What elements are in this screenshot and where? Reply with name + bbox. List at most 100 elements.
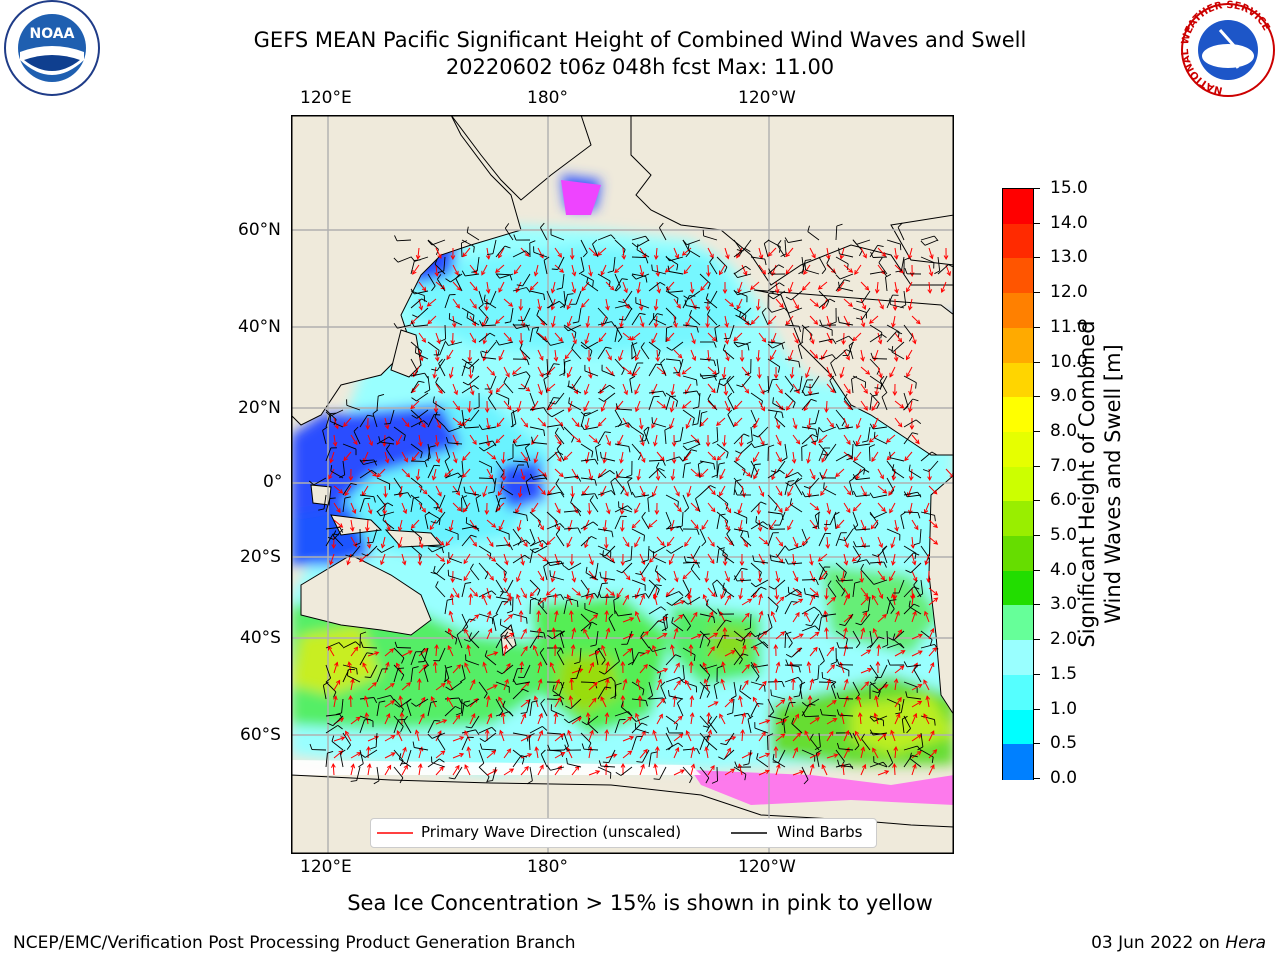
- wind-barb: [585, 409, 599, 417]
- wave-arrow-head: [440, 750, 446, 755]
- wave-arrow-head: [670, 390, 675, 396]
- wave-direction-arrow: [790, 662, 794, 674]
- wave-arrow-head: [775, 577, 781, 583]
- wave-arrow-head: [516, 526, 522, 532]
- wave-arrow-head: [862, 611, 868, 617]
- wind-barb: [699, 485, 711, 496]
- wave-arrow-head: [638, 424, 644, 430]
- wave-direction-arrow: [826, 718, 837, 725]
- wind-barb: [703, 664, 718, 670]
- wind-barb: [359, 719, 365, 734]
- wind-barb: [610, 481, 616, 496]
- wind-barb: [814, 409, 820, 424]
- wind-barb-flag: [609, 470, 615, 475]
- wind-barb-flag: [779, 469, 785, 475]
- wind-barb: [656, 467, 667, 479]
- wind-barb: [705, 298, 718, 309]
- wind-barb-flag: [478, 424, 483, 430]
- wave-arrow-head: [490, 371, 496, 376]
- wind-barb-flag: [564, 359, 571, 363]
- wave-arrow-head: [864, 285, 870, 291]
- wind-barb-flag: [781, 681, 785, 688]
- lon-label-top-180: 180°: [527, 88, 568, 108]
- wind-barb-flag: [620, 701, 624, 708]
- wind-barb-flag: [815, 579, 819, 586]
- wind-barb-flag: [846, 263, 849, 270]
- wind-barb: [372, 528, 378, 543]
- wave-arrow-head: [637, 694, 643, 700]
- wind-barb-flag: [615, 772, 622, 776]
- wave-arrow-head: [686, 492, 692, 498]
- wave-direction-arrow: [452, 664, 461, 674]
- wave-arrow-head: [689, 712, 695, 718]
- wave-direction-arrow: [639, 264, 644, 276]
- wave-arrow-head: [551, 322, 556, 328]
- wave-arrow-head: [789, 374, 795, 379]
- wave-direction-arrow: [843, 628, 847, 640]
- wave-direction-arrow: [513, 264, 522, 275]
- wind-barb: [852, 681, 860, 695]
- wave-direction-arrow: [469, 383, 474, 395]
- wave-arrow-head: [421, 423, 426, 429]
- wind-barb-flag: [599, 553, 606, 557]
- wave-arrow-head: [498, 287, 503, 293]
- wave-arrow-head: [811, 474, 816, 480]
- wave-arrow-head: [520, 560, 525, 566]
- wave-arrow-head: [453, 458, 458, 464]
- wave-arrow-head: [455, 714, 461, 720]
- wind-barb: [620, 766, 633, 776]
- colorbar-tick-mark: [1034, 673, 1040, 675]
- wave-direction-arrow: [571, 645, 574, 657]
- wave-direction-arrow: [741, 633, 752, 640]
- wave-arrow-head: [893, 678, 899, 684]
- wave-direction-arrow: [483, 349, 488, 361]
- wave-direction-arrow: [690, 281, 693, 293]
- wind-barb: [891, 351, 905, 360]
- wave-arrow-head: [676, 304, 681, 309]
- wave-direction-arrow: [826, 646, 834, 657]
- wind-barb-flag: [537, 521, 541, 528]
- wave-arrow-head: [745, 612, 750, 618]
- wind-barb-flag: [836, 709, 840, 716]
- colorbar-tick-label: 15.0: [1050, 178, 1088, 198]
- wind-barb-flag: [819, 472, 823, 479]
- wind-barb-flag: [803, 326, 810, 329]
- wave-direction-arrow: [537, 485, 546, 495]
- wave-arrow-head: [553, 592, 558, 598]
- wave-arrow-head: [716, 455, 722, 461]
- wind-barb: [716, 635, 724, 649]
- wind-barb: [811, 375, 820, 389]
- wind-barb-flag: [414, 346, 417, 353]
- wave-arrow-head: [420, 713, 425, 719]
- wind-barb: [325, 413, 331, 428]
- wave-arrow-head: [927, 476, 932, 482]
- wind-barb-flag: [645, 276, 648, 283]
- colorbar-segment: [1003, 327, 1033, 364]
- wave-arrow-head: [484, 408, 490, 414]
- colorbar-tick-label: 10.0: [1050, 351, 1088, 372]
- wave-arrow-head: [785, 269, 791, 275]
- wind-barb-flag: [881, 392, 887, 398]
- wind-barb-flag: [557, 451, 564, 455]
- wind-barb-flag: [594, 458, 599, 465]
- wind-barb: [801, 328, 804, 343]
- wave-direction-arrow: [911, 663, 918, 674]
- wave-direction-arrow: [809, 752, 821, 759]
- wave-direction-arrow: [452, 400, 460, 411]
- wind-barb: [454, 766, 463, 780]
- wave-direction-arrow: [682, 366, 692, 375]
- wave-arrow-head: [711, 455, 717, 461]
- wind-barb-flag: [387, 502, 394, 507]
- wave-arrow-head: [791, 561, 797, 566]
- wind-barb: [449, 318, 463, 326]
- wind-barb: [631, 235, 646, 241]
- wave-arrow-head: [363, 695, 369, 701]
- wave-arrow-head: [817, 285, 823, 290]
- wind-barb-flag: [537, 635, 544, 638]
- wave-arrow-head: [405, 422, 410, 428]
- wave-direction-arrow: [350, 716, 361, 725]
- wave-direction-arrow: [670, 519, 675, 531]
- wind-barb: [818, 338, 833, 343]
- wave-direction-arrow: [598, 468, 607, 478]
- wind-barb-flag: [398, 753, 402, 760]
